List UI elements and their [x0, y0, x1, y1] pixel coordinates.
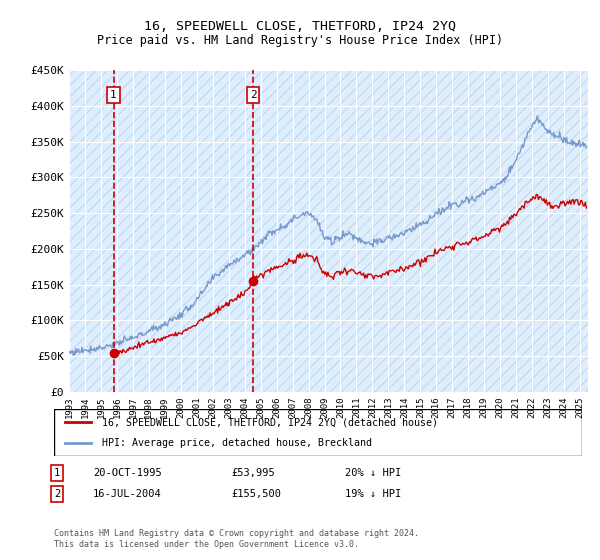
Text: HPI: Average price, detached house, Breckland: HPI: Average price, detached house, Brec…: [101, 438, 371, 448]
Text: 20-OCT-1995: 20-OCT-1995: [93, 468, 162, 478]
Text: 16, SPEEDWELL CLOSE, THETFORD, IP24 2YQ: 16, SPEEDWELL CLOSE, THETFORD, IP24 2YQ: [144, 20, 456, 32]
Text: 19% ↓ HPI: 19% ↓ HPI: [345, 489, 401, 499]
Text: 16, SPEEDWELL CLOSE, THETFORD, IP24 2YQ (detached house): 16, SPEEDWELL CLOSE, THETFORD, IP24 2YQ …: [101, 417, 437, 427]
Text: 2: 2: [250, 90, 257, 100]
Text: £53,995: £53,995: [231, 468, 275, 478]
Text: 20% ↓ HPI: 20% ↓ HPI: [345, 468, 401, 478]
Text: £155,500: £155,500: [231, 489, 281, 499]
Text: 1: 1: [54, 468, 60, 478]
Text: Price paid vs. HM Land Registry's House Price Index (HPI): Price paid vs. HM Land Registry's House …: [97, 34, 503, 46]
Text: 1: 1: [110, 90, 117, 100]
Bar: [69, 70, 588, 392]
Text: 16-JUL-2004: 16-JUL-2004: [93, 489, 162, 499]
Text: 2: 2: [54, 489, 60, 499]
Text: Contains HM Land Registry data © Crown copyright and database right 2024.
This d: Contains HM Land Registry data © Crown c…: [54, 529, 419, 549]
